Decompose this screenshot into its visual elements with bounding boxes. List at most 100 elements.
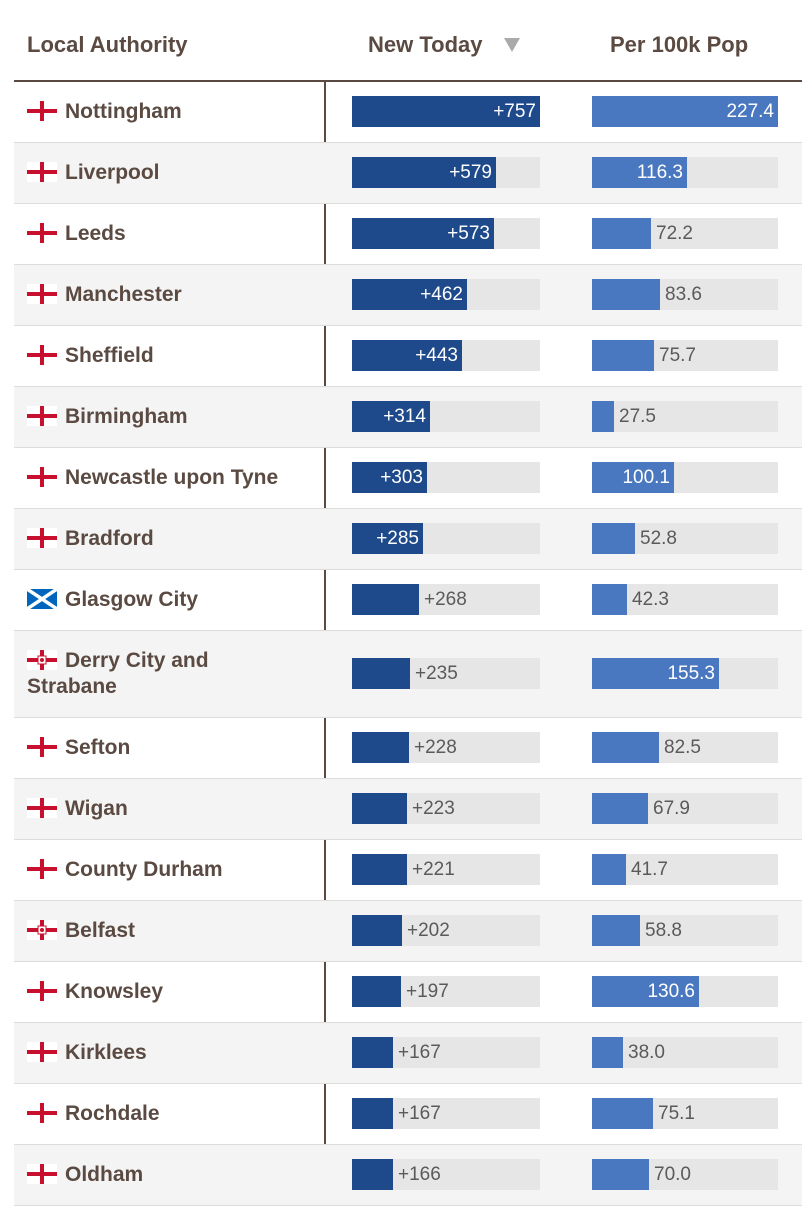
england-flag-icon (27, 528, 57, 548)
per-100k-track: 42.3 (592, 584, 778, 615)
per-100k-label: 75.1 (658, 1103, 695, 1124)
england-flag-icon (27, 1103, 57, 1123)
per-100k-bar (592, 401, 614, 432)
per-100k-track: 75.1 (592, 1098, 778, 1129)
per-100k-track: 67.9 (592, 793, 778, 824)
local-authority-label: Belfast (65, 919, 136, 942)
per-100k-bar (592, 340, 654, 371)
per-100k-bar (592, 854, 626, 885)
header-new-today[interactable]: New Today (368, 32, 483, 57)
england-flag-icon (27, 467, 57, 487)
per-100k-track: 100.1 (592, 462, 778, 493)
table-row[interactable]: Birmingham +314 27.5 (14, 387, 802, 448)
new-today-track: +235 (352, 658, 540, 689)
table-row[interactable]: Liverpool +579 116.3 (14, 143, 802, 204)
table-row[interactable]: Wigan +223 67.9 (14, 779, 802, 840)
local-authority-cell: Belfast (27, 901, 317, 961)
local-authority-cell: Liverpool (27, 143, 317, 203)
per-100k-label: 42.3 (632, 589, 669, 610)
new-today-track: +228 (352, 732, 540, 763)
per-100k-bar (592, 279, 660, 310)
new-today-label: +303 (380, 467, 423, 488)
new-today-track: +579 (352, 157, 540, 188)
local-authority-label: Derry City and Strabane (27, 649, 209, 698)
header-per-100k[interactable]: Per 100k Pop (610, 32, 749, 57)
table-row[interactable]: Glasgow City +268 42.3 (14, 570, 802, 631)
new-today-bar (352, 1098, 393, 1129)
table-row[interactable]: Kirklees +167 38.0 (14, 1023, 802, 1084)
table-row[interactable]: Knowsley +197 130.6 (14, 962, 802, 1023)
per-100k-track: 75.7 (592, 340, 778, 371)
per-100k-track: 72.2 (592, 218, 778, 249)
new-today-label: +202 (407, 920, 450, 941)
england-flag-icon (27, 981, 57, 1001)
data-table: Local Authority New Today Per 100k Pop N… (14, 20, 802, 1206)
table-body: Nottingham +757 227.4 Liverpool +579 116.3 Lee… (14, 82, 802, 1206)
new-today-bar (352, 218, 494, 249)
table-row[interactable]: County Durham +221 41.7 (14, 840, 802, 901)
per-100k-track: 70.0 (592, 1159, 778, 1190)
england-flag-icon (27, 101, 57, 121)
local-authority-name: Birmingham (27, 404, 188, 430)
local-authority-name: Belfast (27, 918, 135, 944)
per-100k-track: 41.7 (592, 854, 778, 885)
new-today-track: +167 (352, 1037, 540, 1068)
table-row[interactable]: Belfast +202 58.8 (14, 901, 802, 962)
local-authority-cell: Nottingham (27, 82, 317, 142)
local-authority-name: Rochdale (27, 1101, 160, 1127)
new-today-label: +235 (415, 663, 458, 684)
table-row[interactable]: Newcastle upon Tyne +303 100.1 (14, 448, 802, 509)
per-100k-label: 67.9 (653, 798, 690, 819)
local-authority-cell: County Durham (27, 840, 317, 900)
table-row[interactable]: Derry City and Strabane +235 155.3 (14, 631, 802, 718)
table-row[interactable]: Bradford +285 52.8 (14, 509, 802, 570)
local-authority-label: Birmingham (65, 405, 188, 428)
england-flag-icon (27, 1042, 57, 1062)
per-100k-bar (592, 732, 659, 763)
new-today-label: +443 (415, 345, 458, 366)
header-local-authority[interactable]: Local Authority (27, 32, 188, 57)
table-header: Local Authority New Today Per 100k Pop (14, 20, 802, 82)
table-row[interactable]: Manchester +462 83.6 (14, 265, 802, 326)
england-flag-icon (27, 859, 57, 879)
local-authority-cell: Newcastle upon Tyne (27, 448, 317, 508)
per-100k-bar (592, 96, 778, 127)
per-100k-bar (592, 584, 627, 615)
table-row[interactable]: Leeds +573 72.2 (14, 204, 802, 265)
per-100k-track: 27.5 (592, 401, 778, 432)
new-today-bar (352, 976, 401, 1007)
local-authority-label: Bradford (65, 527, 154, 550)
new-today-bar (352, 793, 407, 824)
new-today-label: +167 (398, 1042, 441, 1063)
local-authority-label: Rochdale (65, 1102, 160, 1125)
new-today-label: +166 (398, 1164, 441, 1185)
per-100k-label: 155.3 (667, 663, 715, 684)
per-100k-label: 82.5 (664, 737, 701, 758)
local-authority-name: Manchester (27, 282, 182, 308)
new-today-label: +223 (412, 798, 455, 819)
sort-descending-icon[interactable] (504, 38, 520, 52)
local-authority-name: County Durham (27, 857, 223, 883)
new-today-bar (352, 401, 430, 432)
per-100k-track: 82.5 (592, 732, 778, 763)
new-today-bar (352, 1037, 393, 1068)
table-row[interactable]: Sefton +228 82.5 (14, 718, 802, 779)
new-today-bar (352, 915, 402, 946)
per-100k-track: 155.3 (592, 658, 778, 689)
table-row[interactable]: Rochdale +167 75.1 (14, 1084, 802, 1145)
table-row[interactable]: Oldham +166 70.0 (14, 1145, 802, 1206)
england-flag-icon (27, 162, 57, 182)
table-row[interactable]: Nottingham +757 227.4 (14, 82, 802, 143)
per-100k-bar (592, 915, 640, 946)
per-100k-label: 72.2 (656, 223, 693, 244)
new-today-bar (352, 96, 540, 127)
new-today-bar (352, 1159, 393, 1190)
per-100k-label: 52.8 (640, 528, 677, 549)
local-authority-name: Wigan (27, 796, 128, 822)
local-authority-label: Wigan (65, 797, 128, 820)
local-authority-name: Liverpool (27, 160, 160, 186)
local-authority-cell: Wigan (27, 779, 317, 839)
table-row[interactable]: Sheffield +443 75.7 (14, 326, 802, 387)
per-100k-track: 52.8 (592, 523, 778, 554)
per-100k-label: 27.5 (619, 406, 656, 427)
